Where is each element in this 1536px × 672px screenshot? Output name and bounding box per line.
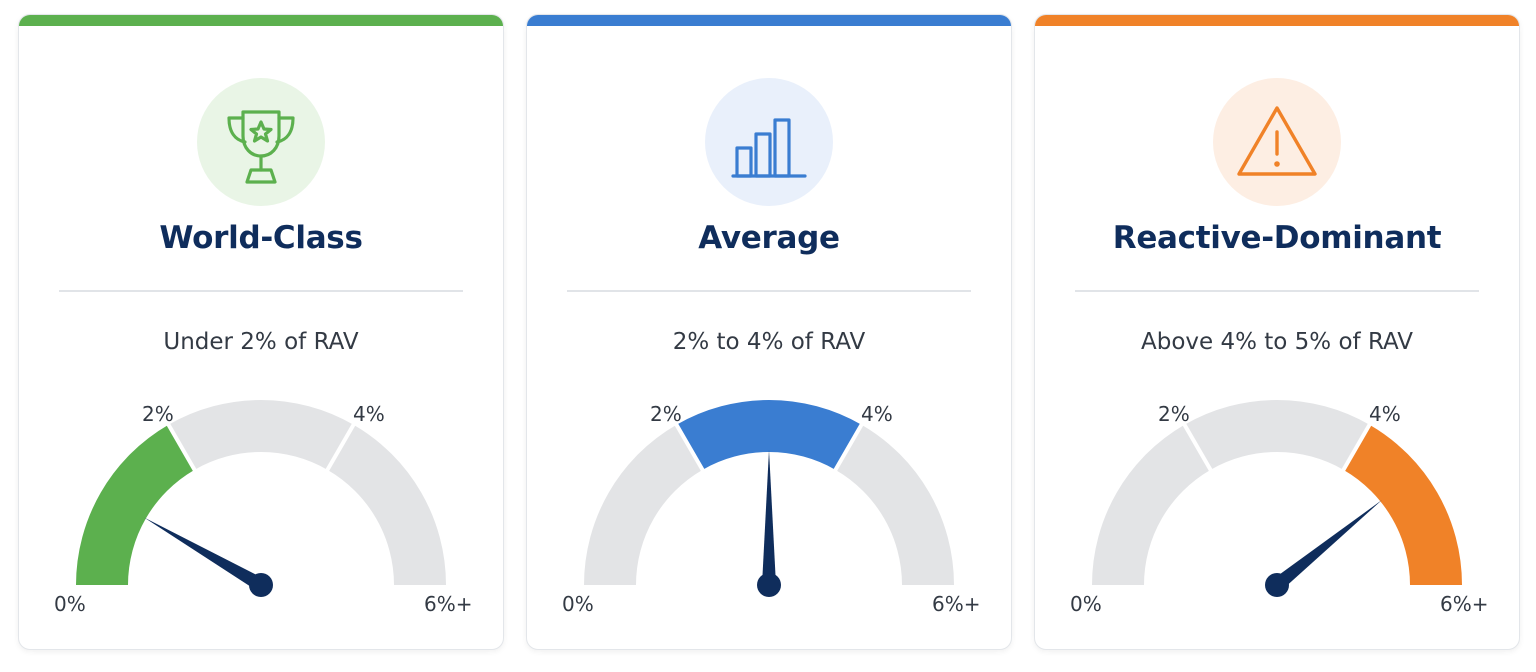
gauge: 0% 2% 4% 6%+ <box>562 400 981 616</box>
card-title: Average <box>698 220 840 256</box>
icon-circle <box>705 78 833 206</box>
tick-label-2: 2% <box>142 402 174 426</box>
needle-hub <box>249 573 273 597</box>
tick-label-max: 6%+ <box>932 592 981 616</box>
gauge-needle <box>1272 500 1382 591</box>
tick-label-4: 4% <box>353 402 385 426</box>
tick-label-min: 0% <box>562 592 594 616</box>
range-text: 2% to 4% of RAV <box>672 329 866 355</box>
gauge: 0% 2% 4% 6%+ <box>54 400 473 616</box>
gauge-divider <box>833 422 864 472</box>
card-average: Average 2% to 4% of RAV 0% 2% 4% 6%+ <box>526 14 1012 650</box>
trophy-icon <box>227 110 295 184</box>
card-title: Reactive-Dominant <box>1112 220 1442 256</box>
gauge-divider <box>166 422 197 472</box>
gauge-segment-mid <box>1184 400 1370 470</box>
gauge-needle <box>762 450 776 585</box>
gauge-needle <box>144 517 265 592</box>
needle-hub <box>757 573 781 597</box>
tick-label-min: 0% <box>1070 592 1102 616</box>
tick-label-2: 2% <box>1158 402 1190 426</box>
divider <box>567 290 971 292</box>
gauge-divider <box>1182 422 1213 472</box>
tick-label-max: 6%+ <box>1440 592 1489 616</box>
gauge-segment-high <box>1343 424 1462 585</box>
card-accent-bar <box>19 15 503 26</box>
card-world-class: World-Class Under 2% of RAV 0% 2% 4% 6%+ <box>18 14 504 650</box>
gauge-divider <box>325 422 356 472</box>
range-text: Above 4% to 5% of RAV <box>1140 329 1413 355</box>
tick-label-2: 2% <box>650 402 682 426</box>
tick-label-4: 4% <box>861 402 893 426</box>
gauge-segment-high <box>327 424 446 585</box>
gauge-segment-low <box>1092 424 1211 585</box>
gauge: 0% 2% 4% 6%+ <box>1070 400 1489 616</box>
gauge-divider <box>1341 422 1372 472</box>
tick-label-max: 6%+ <box>424 592 473 616</box>
gauge-segment-mid <box>676 400 862 470</box>
icon-circle <box>197 78 325 206</box>
card-title: World-Class <box>159 220 363 256</box>
bar-chart-icon <box>731 118 807 178</box>
gauge-divider <box>674 422 705 472</box>
card-accent-bar <box>527 15 1011 26</box>
needle-hub <box>1265 573 1289 597</box>
divider <box>1075 290 1479 292</box>
gauge-segment-low <box>76 424 195 585</box>
card-reactive-dominant: Reactive-Dominant Above 4% to 5% of RAV … <box>1034 14 1520 650</box>
range-text: Under 2% of RAV <box>163 329 359 355</box>
card-accent-bar <box>1035 15 1519 26</box>
divider <box>59 290 463 292</box>
icon-circle <box>1213 78 1341 206</box>
warning-icon <box>1237 106 1317 176</box>
gauge-segment-mid <box>168 400 354 470</box>
gauge-segment-high <box>835 424 954 585</box>
gauge-segment-low <box>584 424 703 585</box>
tick-label-min: 0% <box>54 592 86 616</box>
tick-label-4: 4% <box>1369 402 1401 426</box>
